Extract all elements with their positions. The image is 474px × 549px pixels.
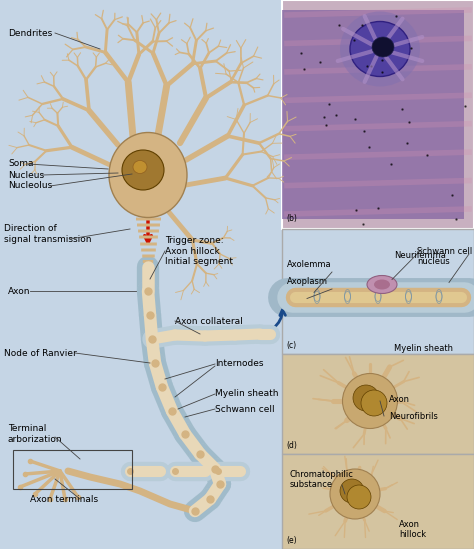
Text: Internodes: Internodes bbox=[215, 360, 264, 368]
Text: Node of Ranvier: Node of Ranvier bbox=[4, 349, 77, 357]
Text: Schwann cell
nucleus: Schwann cell nucleus bbox=[417, 247, 472, 266]
Ellipse shape bbox=[347, 485, 371, 509]
Bar bbox=[282, 454, 474, 549]
Text: Axon: Axon bbox=[8, 287, 30, 295]
Text: Axon
hillock: Axon hillock bbox=[399, 519, 426, 539]
Text: Nucleus: Nucleus bbox=[8, 171, 44, 180]
Ellipse shape bbox=[133, 160, 147, 173]
Text: Schwann cell: Schwann cell bbox=[215, 405, 274, 413]
Bar bbox=[282, 229, 474, 354]
Ellipse shape bbox=[340, 479, 364, 503]
Text: Axoplasm: Axoplasm bbox=[287, 277, 328, 286]
Ellipse shape bbox=[340, 12, 420, 87]
Ellipse shape bbox=[353, 385, 379, 411]
Text: (d): (d) bbox=[286, 441, 297, 450]
Text: Soma: Soma bbox=[8, 160, 34, 169]
Text: Terminal
arborization: Terminal arborization bbox=[8, 424, 63, 444]
Text: Neurofibrils: Neurofibrils bbox=[389, 412, 438, 421]
Text: Dendrites: Dendrites bbox=[8, 29, 52, 37]
Text: Axolemma: Axolemma bbox=[287, 260, 332, 269]
Ellipse shape bbox=[372, 37, 394, 57]
Bar bbox=[282, 354, 474, 454]
Ellipse shape bbox=[374, 279, 390, 289]
Ellipse shape bbox=[367, 276, 397, 294]
Text: Myelin sheath: Myelin sheath bbox=[394, 344, 453, 353]
Text: Trigger zone:
Axon hillock
Initial segment: Trigger zone: Axon hillock Initial segme… bbox=[165, 236, 233, 266]
Ellipse shape bbox=[330, 469, 380, 519]
Text: Axon collateral: Axon collateral bbox=[175, 317, 243, 326]
Ellipse shape bbox=[109, 132, 187, 217]
Text: Chromatophilic
substance: Chromatophilic substance bbox=[290, 469, 354, 489]
Text: Axon terminals: Axon terminals bbox=[30, 495, 98, 503]
Text: Myelin sheath: Myelin sheath bbox=[215, 389, 279, 399]
Text: (c): (c) bbox=[286, 341, 296, 350]
Ellipse shape bbox=[350, 21, 410, 76]
Text: Nucleolus: Nucleolus bbox=[8, 182, 52, 191]
Ellipse shape bbox=[343, 373, 398, 429]
Text: Direction of
signal transmission: Direction of signal transmission bbox=[4, 225, 91, 244]
Bar bbox=[282, 0, 474, 229]
Text: Neurilemma: Neurilemma bbox=[394, 251, 446, 260]
Text: Axon: Axon bbox=[389, 395, 410, 404]
Bar bbox=[282, 10, 464, 219]
Text: (b): (b) bbox=[286, 214, 297, 223]
Ellipse shape bbox=[361, 390, 387, 416]
Text: (e): (e) bbox=[286, 536, 297, 545]
Ellipse shape bbox=[122, 150, 164, 190]
